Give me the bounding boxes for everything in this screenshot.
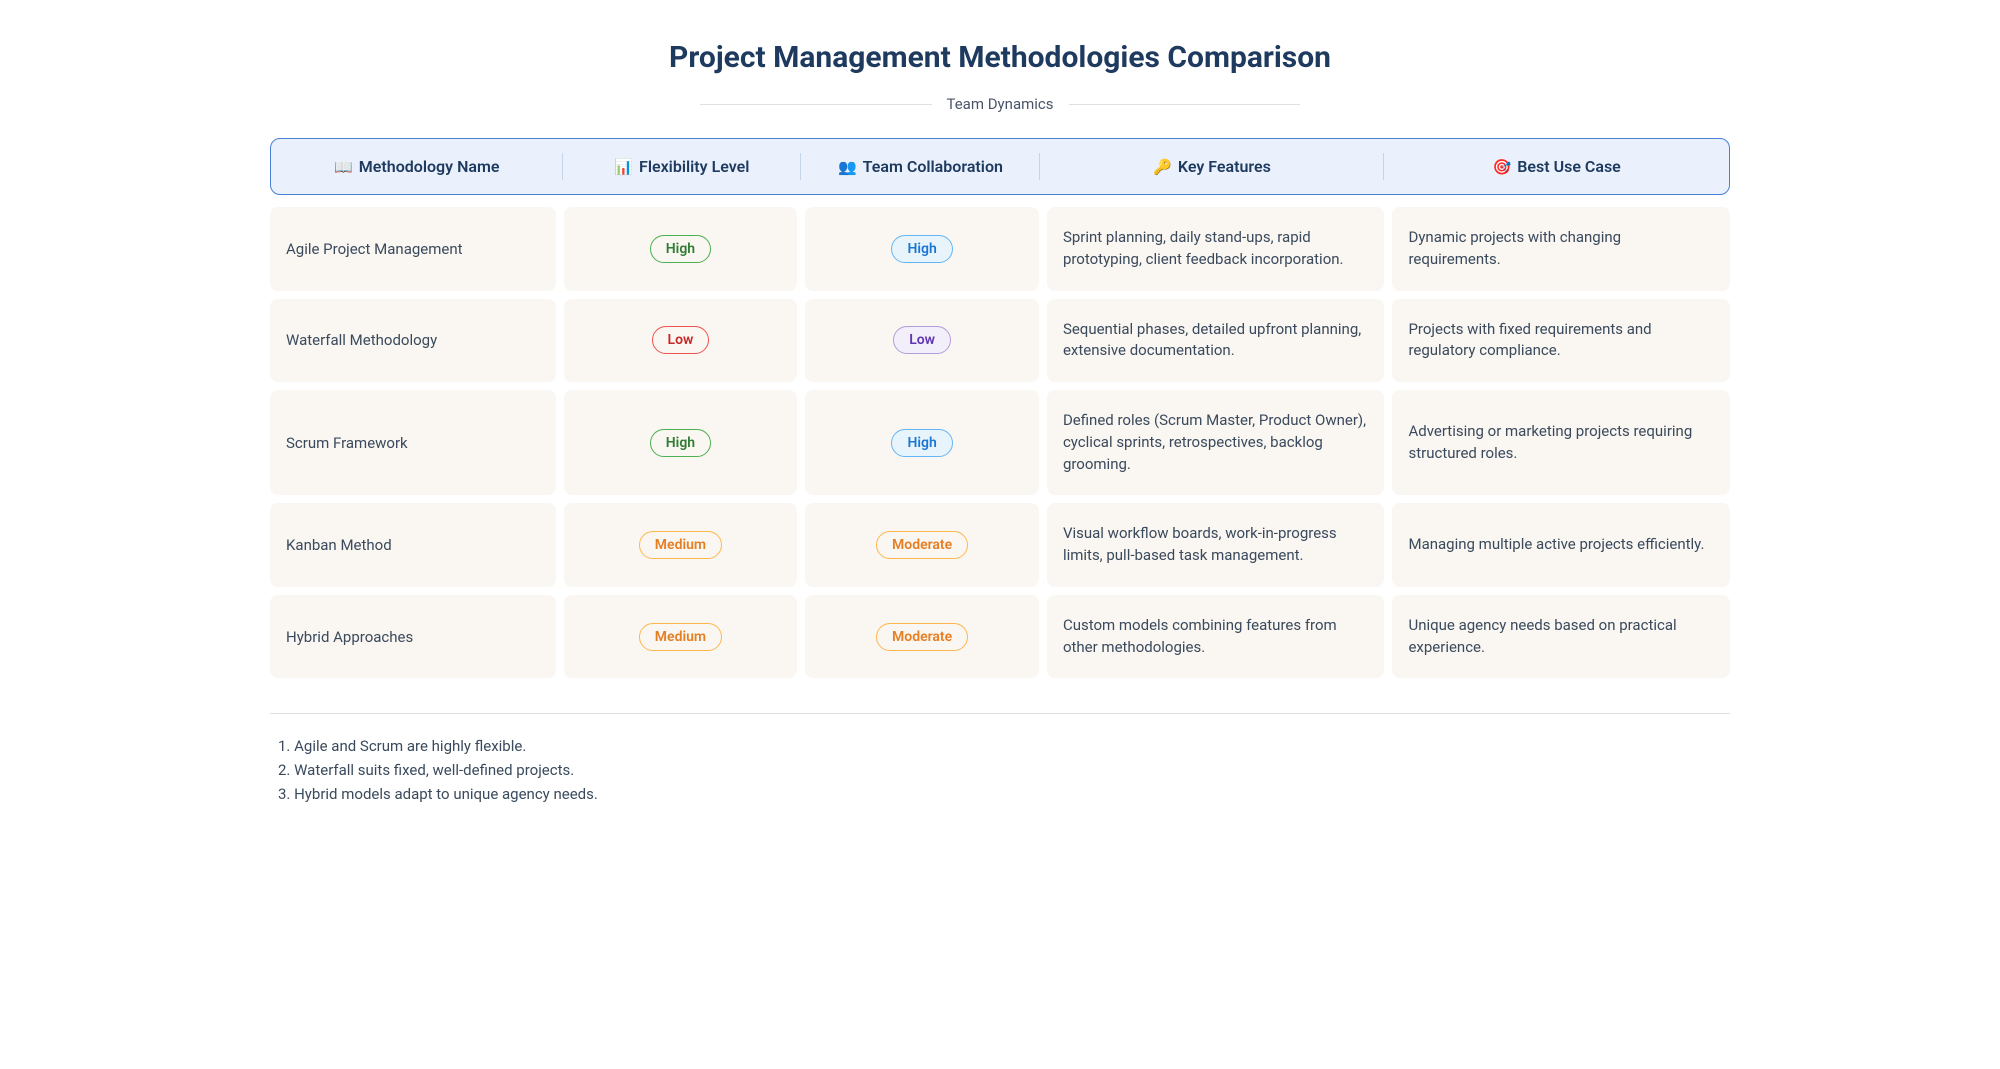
usecase-cell: Unique agency needs based on practical e… [1392,595,1730,679]
collaboration-cell: Moderate [805,595,1039,679]
header-label: Key Features [1178,157,1271,176]
table-row: Agile Project Management High High Sprint p… [270,207,1730,291]
table-header-row: 📖 Methodology Name 📊 Flexibility Level 👥 Te… [270,138,1730,195]
flexibility-cell: High [564,207,798,291]
comparison-table-container: Project Management Methodologies Compari… [270,40,1730,806]
flexibility-badge: High [650,429,711,457]
flexibility-cell: Low [564,299,798,383]
methodology-name-cell: Kanban Method [270,503,556,587]
table-row: Kanban Method Medium Moderate Visual workfl… [270,503,1730,587]
target-icon: 🎯 [1493,158,1512,176]
collaboration-badge: Moderate [876,531,968,559]
methodology-name-cell: Hybrid Approaches [270,595,556,679]
flexibility-badge: Low [652,326,710,354]
footer-notes: 1. Agile and Scrum are highly flexible.2… [270,713,1730,806]
features-cell: Custom models combining features from ot… [1047,595,1385,679]
footer-note: 3. Hybrid models adapt to unique agency … [270,782,1730,806]
chart-icon: 📊 [614,158,633,176]
divider-line [1069,104,1301,105]
flexibility-badge: High [650,235,711,263]
features-cell: Sprint planning, daily stand-ups, rapid … [1047,207,1385,291]
header-collaboration: 👥 Team Collaboration [801,139,1040,194]
collaboration-cell: High [805,207,1039,291]
header-flexibility: 📊 Flexibility Level [563,139,802,194]
features-cell: Sequential phases, detailed upfront plan… [1047,299,1385,383]
features-cell: Visual workflow boards, work-in-progress… [1047,503,1385,587]
features-cell: Defined roles (Scrum Master, Product Own… [1047,390,1385,495]
flexibility-cell: Medium [564,503,798,587]
collaboration-badge: Low [893,326,951,354]
flexibility-cell: Medium [564,595,798,679]
usecase-cell: Managing multiple active projects effici… [1392,503,1730,587]
table-row: Waterfall Methodology Low Low Sequential ph… [270,299,1730,383]
usecase-cell: Dynamic projects with changing requireme… [1392,207,1730,291]
header-usecase: 🎯 Best Use Case [1384,139,1729,194]
header-features: 🔑 Key Features [1040,139,1385,194]
flexibility-badge: Medium [639,623,722,651]
header-methodology: 📖 Methodology Name [271,139,563,194]
header-label: Flexibility Level [639,157,749,176]
table-body: Agile Project Management High High Sprint p… [270,207,1730,678]
collaboration-cell: High [805,390,1039,495]
subtitle-wrapper: Team Dynamics [700,95,1300,113]
collaboration-badge: High [891,429,952,457]
collaboration-badge: High [891,235,952,263]
header-label: Best Use Case [1517,157,1621,176]
page-title: Project Management Methodologies Compari… [270,40,1730,75]
header-label: Methodology Name [359,157,500,176]
divider-line [700,104,932,105]
usecase-cell: Advertising or marketing projects requir… [1392,390,1730,495]
methodology-name-cell: Waterfall Methodology [270,299,556,383]
flexibility-badge: Medium [639,531,722,559]
usecase-cell: Projects with fixed requirements and reg… [1392,299,1730,383]
table-row: Hybrid Approaches Medium Moderate Custom mo… [270,595,1730,679]
methodology-name-cell: Agile Project Management [270,207,556,291]
collaboration-badge: Moderate [876,623,968,651]
methodology-name-cell: Scrum Framework [270,390,556,495]
collaboration-cell: Moderate [805,503,1039,587]
people-icon: 👥 [838,158,857,176]
footer-note: 1. Agile and Scrum are highly flexible. [270,734,1730,758]
footer-note: 2. Waterfall suits fixed, well-defined p… [270,758,1730,782]
book-icon: 📖 [334,158,353,176]
key-icon: 🔑 [1153,158,1172,176]
header-label: Team Collaboration [863,157,1003,176]
table-row: Scrum Framework High High Defined roles (Sc… [270,390,1730,495]
flexibility-cell: High [564,390,798,495]
subtitle: Team Dynamics [947,95,1054,113]
collaboration-cell: Low [805,299,1039,383]
